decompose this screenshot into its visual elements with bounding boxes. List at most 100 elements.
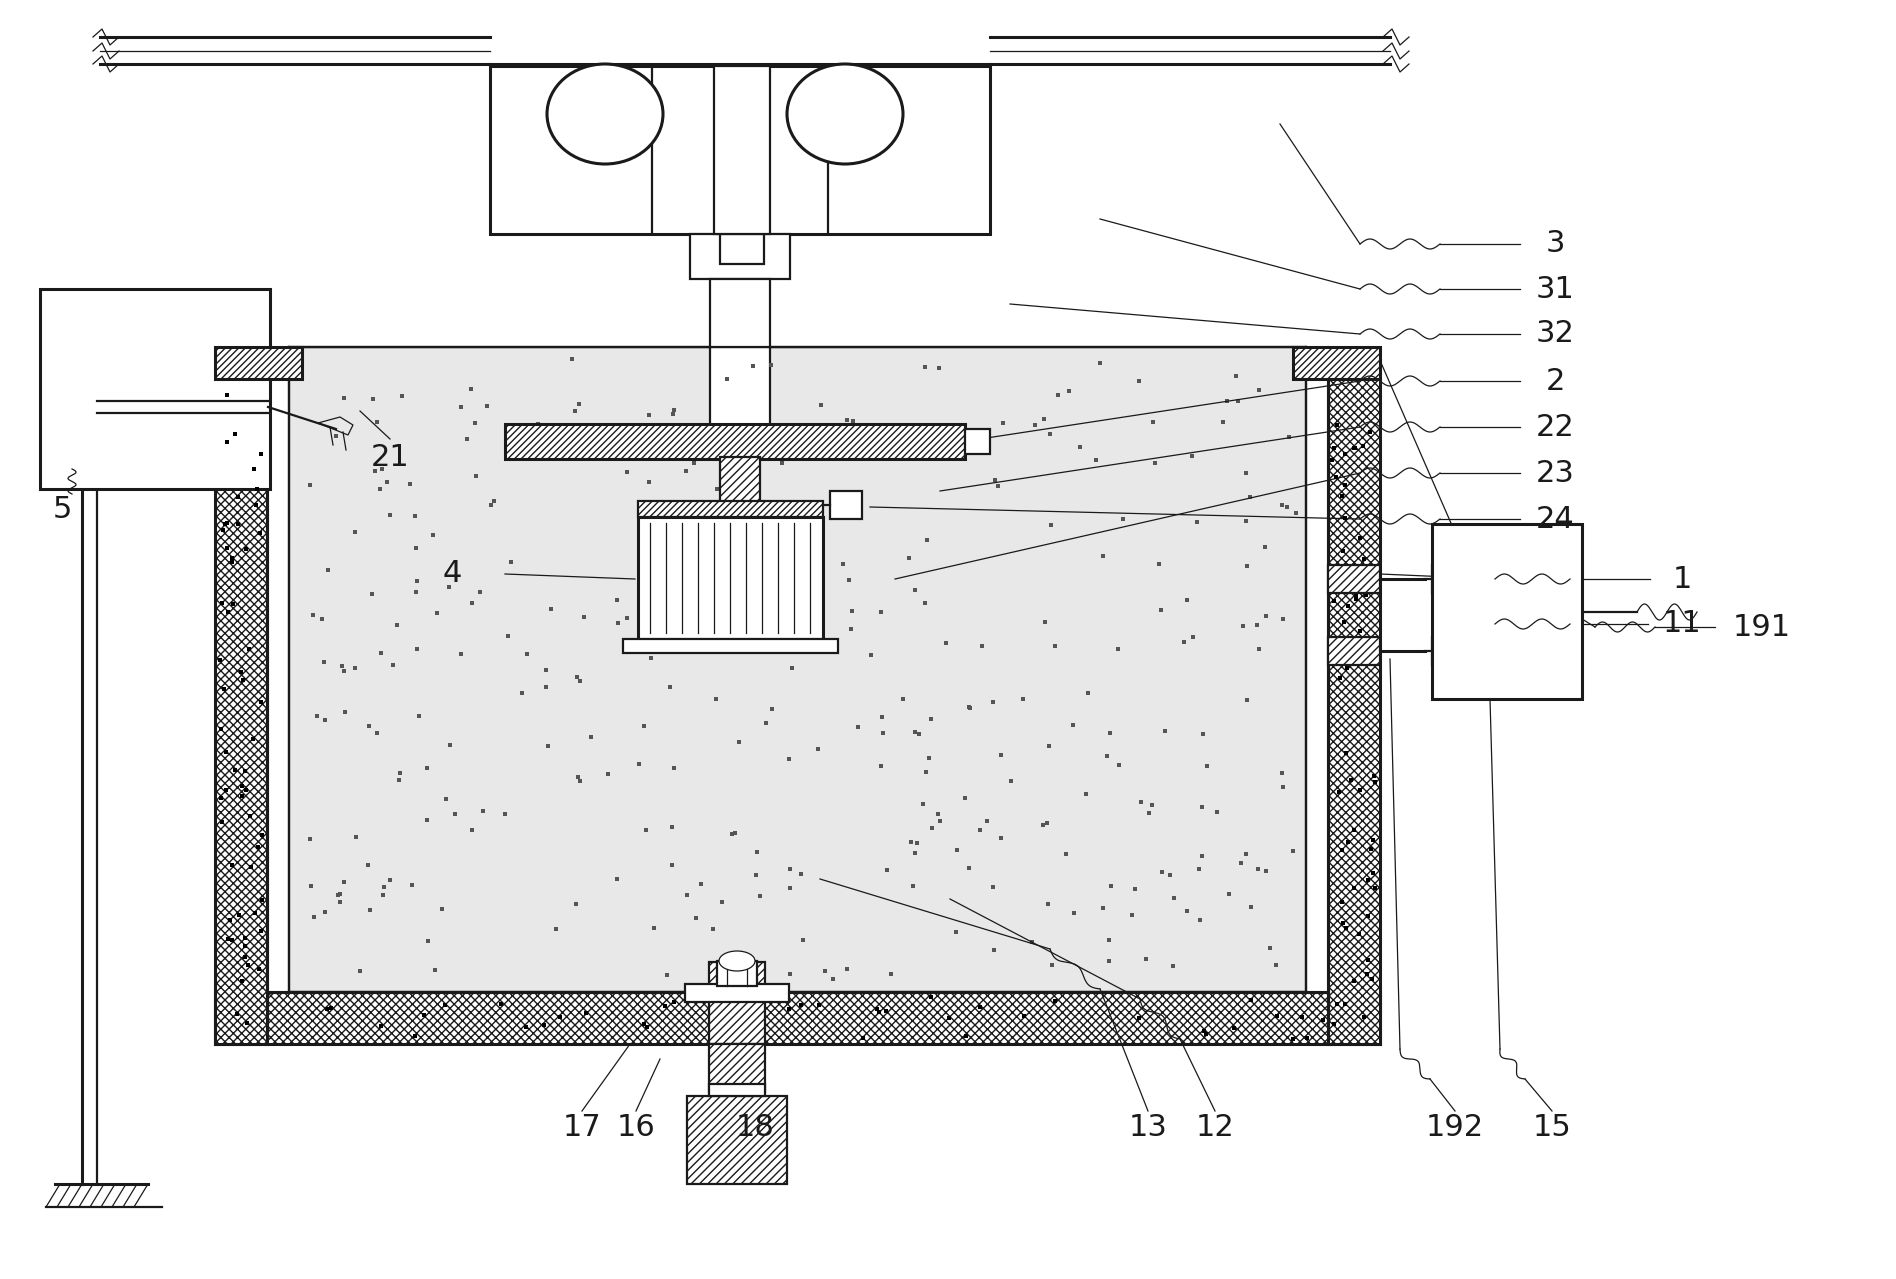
- Point: [1280, 503, 1310, 523]
- Point: [1066, 437, 1096, 458]
- Point: [641, 622, 671, 642]
- Point: [1191, 1024, 1221, 1045]
- Point: [757, 356, 787, 376]
- Point: [1020, 416, 1050, 436]
- Point: [967, 636, 997, 656]
- Point: [711, 368, 741, 389]
- Point: [908, 793, 939, 813]
- Point: [296, 829, 326, 849]
- Point: [1327, 840, 1358, 861]
- Point: [246, 444, 277, 464]
- Point: [358, 389, 389, 409]
- Point: [732, 423, 762, 444]
- Point: [480, 491, 510, 512]
- Point: [1356, 422, 1386, 443]
- Point: [411, 810, 442, 830]
- Text: 12: 12: [1196, 1113, 1234, 1141]
- Point: [510, 1017, 540, 1037]
- Bar: [1293, 347, 1380, 379]
- Point: [231, 538, 262, 559]
- Point: [1223, 391, 1253, 412]
- Point: [1359, 765, 1390, 785]
- Point: [650, 996, 681, 1017]
- Point: [355, 900, 385, 921]
- Point: [1344, 528, 1375, 549]
- Point: [1339, 439, 1369, 459]
- Point: [400, 1026, 430, 1046]
- Bar: [965, 428, 990, 454]
- Point: [228, 787, 258, 807]
- Point: [540, 918, 571, 939]
- Point: [1340, 586, 1371, 606]
- Point: [1158, 955, 1189, 976]
- Point: [901, 579, 931, 600]
- Point: [950, 1026, 980, 1046]
- Point: [872, 861, 902, 881]
- Point: [954, 697, 984, 718]
- Point: [440, 803, 470, 824]
- Point: [700, 1028, 730, 1049]
- Point: [658, 816, 688, 836]
- Point: [571, 1003, 601, 1023]
- Point: [1236, 990, 1267, 1010]
- Point: [364, 478, 394, 499]
- Point: [298, 605, 328, 625]
- Point: [986, 828, 1016, 848]
- Point: [1318, 591, 1348, 611]
- Point: [1219, 1018, 1249, 1039]
- Point: [1081, 450, 1111, 471]
- Point: [628, 716, 658, 737]
- Bar: [214, 347, 301, 379]
- Point: [368, 458, 398, 478]
- Point: [980, 469, 1011, 490]
- Point: [233, 955, 264, 976]
- Point: [1189, 1021, 1219, 1041]
- Bar: [624, 640, 838, 654]
- Point: [1350, 585, 1380, 605]
- Point: [652, 964, 683, 985]
- Bar: [214, 379, 267, 1044]
- Point: [637, 647, 667, 668]
- Point: [1244, 640, 1274, 660]
- Point: [402, 640, 432, 660]
- Point: [923, 804, 954, 825]
- Point: [1229, 615, 1259, 636]
- Point: [245, 523, 275, 544]
- Point: [220, 423, 250, 444]
- Point: [893, 547, 923, 568]
- Point: [307, 609, 337, 629]
- Point: [774, 749, 804, 770]
- Point: [212, 513, 243, 533]
- Point: [1187, 845, 1217, 866]
- Point: [561, 894, 592, 914]
- Point: [910, 357, 940, 377]
- Point: [207, 593, 237, 614]
- Point: [603, 870, 633, 890]
- Point: [565, 770, 595, 790]
- Point: [320, 426, 351, 446]
- Point: [207, 788, 237, 808]
- Bar: [489, 67, 990, 234]
- Point: [362, 412, 392, 432]
- Point: [916, 709, 946, 729]
- Point: [411, 758, 442, 779]
- Point: [1268, 609, 1299, 629]
- Point: [1033, 894, 1064, 914]
- Point: [902, 833, 933, 853]
- Point: [1177, 445, 1208, 466]
- Point: [434, 577, 465, 597]
- Point: [1158, 888, 1189, 908]
- Point: [381, 615, 411, 636]
- Point: [339, 522, 370, 542]
- Point: [222, 1004, 252, 1024]
- Point: [212, 432, 243, 453]
- Point: [1327, 913, 1358, 934]
- Point: [1352, 870, 1382, 890]
- Point: [901, 721, 931, 742]
- Point: [910, 761, 940, 781]
- Point: [523, 414, 554, 435]
- Point: [468, 801, 499, 821]
- Point: [453, 428, 483, 449]
- Point: [1352, 949, 1382, 969]
- Point: [1231, 463, 1261, 483]
